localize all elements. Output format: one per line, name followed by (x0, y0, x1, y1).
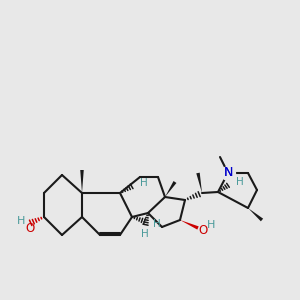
Text: H: H (153, 219, 161, 229)
Text: N: N (223, 167, 233, 179)
Polygon shape (165, 181, 176, 197)
Polygon shape (80, 170, 84, 193)
Text: H: H (140, 178, 148, 188)
Text: H: H (207, 220, 215, 230)
Text: O: O (198, 224, 208, 236)
Text: H: H (17, 216, 25, 226)
Polygon shape (180, 220, 199, 230)
Polygon shape (248, 208, 263, 221)
Text: H: H (236, 177, 244, 187)
Text: N: N (223, 167, 233, 179)
Text: H: H (141, 229, 149, 239)
Polygon shape (196, 173, 202, 193)
Text: O: O (26, 223, 34, 236)
